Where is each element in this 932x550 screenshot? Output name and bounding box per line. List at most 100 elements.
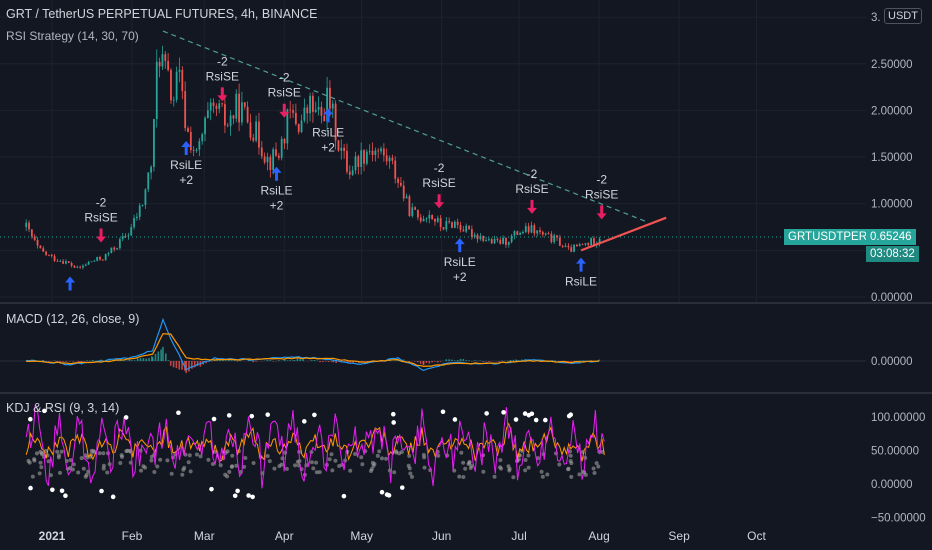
rsi-dot (56, 455, 61, 460)
macd-histogram-bar (292, 360, 294, 361)
candle-body (33, 236, 36, 240)
candle-body (136, 216, 138, 219)
candle-body (465, 225, 468, 232)
candle-body (360, 150, 363, 167)
kdj-pane[interactable]: 100.00000 50.00000 0.00000 −50.00000 KDJ & … (0, 394, 932, 522)
rsi-dot (329, 452, 334, 457)
rsi-dot (535, 456, 540, 461)
candle-body (198, 141, 201, 150)
rsi-dot (46, 459, 51, 464)
candle-body (309, 95, 311, 114)
short-entry-label: RsiSE (206, 69, 239, 83)
rsi-dot (569, 461, 574, 466)
macd-histogram-bar (145, 358, 147, 361)
rsi-dot (283, 450, 288, 455)
rsi-dot (372, 461, 377, 466)
rsi-dot (384, 456, 389, 461)
candle-body (414, 207, 416, 210)
rsi-dot (467, 460, 472, 465)
rsi-dot (30, 474, 35, 479)
candle-body (187, 128, 189, 132)
currency-button[interactable]: USDT (884, 8, 922, 24)
kdj-extreme-dot (390, 411, 396, 417)
candle-body (394, 160, 397, 179)
macd-histogram-bar (134, 360, 136, 361)
candle-body (351, 170, 354, 175)
candle-body (516, 231, 519, 235)
macd-histogram-bar (196, 361, 199, 367)
candle-body (567, 245, 570, 248)
candle-body (314, 109, 317, 112)
candle-body (337, 140, 340, 151)
candle-body (519, 233, 522, 235)
macd-histogram-bar (148, 358, 150, 361)
rsi-dot (284, 466, 289, 471)
candle-body (25, 222, 28, 228)
rsi-dot (295, 459, 300, 464)
rsi-dot (230, 464, 235, 469)
macd-histogram-bar (239, 360, 241, 361)
price-pane[interactable]: 0.000000.500001.000001.500002.000002.500… (0, 0, 932, 302)
pane-divider[interactable] (0, 392, 932, 394)
candle-body (82, 265, 84, 268)
rsi-dot (498, 465, 503, 470)
candle-body (354, 156, 357, 171)
macd-histogram-bar (233, 359, 236, 361)
rsi-dot (379, 456, 384, 461)
rsi-dot (463, 466, 468, 471)
candle-body (312, 95, 314, 112)
rsi-dot (55, 449, 60, 454)
macd-histogram-bar (512, 359, 515, 361)
rsi-dot (369, 467, 374, 472)
kdj-extreme-dot (50, 487, 55, 493)
macd-histogram-bar (462, 358, 465, 361)
candle-body (209, 102, 212, 111)
time-axis-svg: 2021 Feb Mar Apr May Jun Jul Aug Sep Oct (39, 529, 767, 543)
macd-histogram-bar (302, 359, 304, 361)
candle-body (425, 218, 428, 220)
x-tick-label: Aug (588, 529, 609, 543)
candle-body (116, 248, 118, 250)
kdj-extreme-dot (59, 488, 65, 494)
rsi-dot (393, 449, 398, 454)
time-axis[interactable]: 2021 Feb Mar Apr May Jun Jul Aug Sep Oct (0, 522, 932, 550)
short-entry-arrow (96, 228, 107, 243)
macd-histogram-bar (269, 360, 272, 361)
macd-histogram-bar (151, 357, 154, 361)
candle-body (289, 109, 292, 111)
macd-histogram-bar (465, 360, 467, 361)
y-tick-label: 1.50000 (871, 152, 913, 164)
macd-histogram-bar (77, 361, 80, 363)
candle-body (201, 134, 204, 142)
kdj-extreme-dot (123, 415, 129, 420)
kdj-extreme-dot (235, 488, 240, 494)
candle-body (417, 209, 419, 218)
candle-body (485, 240, 487, 241)
macd-histogram-bar (210, 361, 213, 362)
short-entry-label: RsiSE (515, 182, 548, 196)
candle-body (365, 151, 368, 164)
candle-body (380, 148, 382, 152)
rsi-dot (68, 458, 73, 463)
rsi-dot (265, 453, 270, 458)
macd-pane[interactable]: 0.00000 MACD (12, 26, close, 9) (0, 304, 932, 392)
candle-body (215, 105, 218, 109)
candle-body (587, 243, 590, 246)
candle-body (164, 54, 167, 61)
macd-histogram-bar (286, 360, 289, 361)
candle-body (118, 239, 121, 249)
short-entry-arrow (279, 103, 290, 118)
macd-histogram-bar (65, 361, 67, 362)
macd-histogram-bar (468, 360, 470, 361)
pane-divider[interactable] (0, 302, 932, 304)
macd-histogram-bar (363, 361, 366, 362)
macd-histogram-bar (252, 361, 255, 363)
candle-body (45, 251, 47, 255)
kdj-extreme-dot (391, 420, 396, 425)
rsi-dot (225, 449, 230, 454)
kdj-extreme-dot (452, 417, 458, 422)
rsi-dot (39, 465, 44, 470)
symbol-badge: GRTUSDTPERP (784, 229, 879, 245)
kdj-extreme-dot (543, 417, 548, 423)
candle-body (382, 148, 385, 156)
